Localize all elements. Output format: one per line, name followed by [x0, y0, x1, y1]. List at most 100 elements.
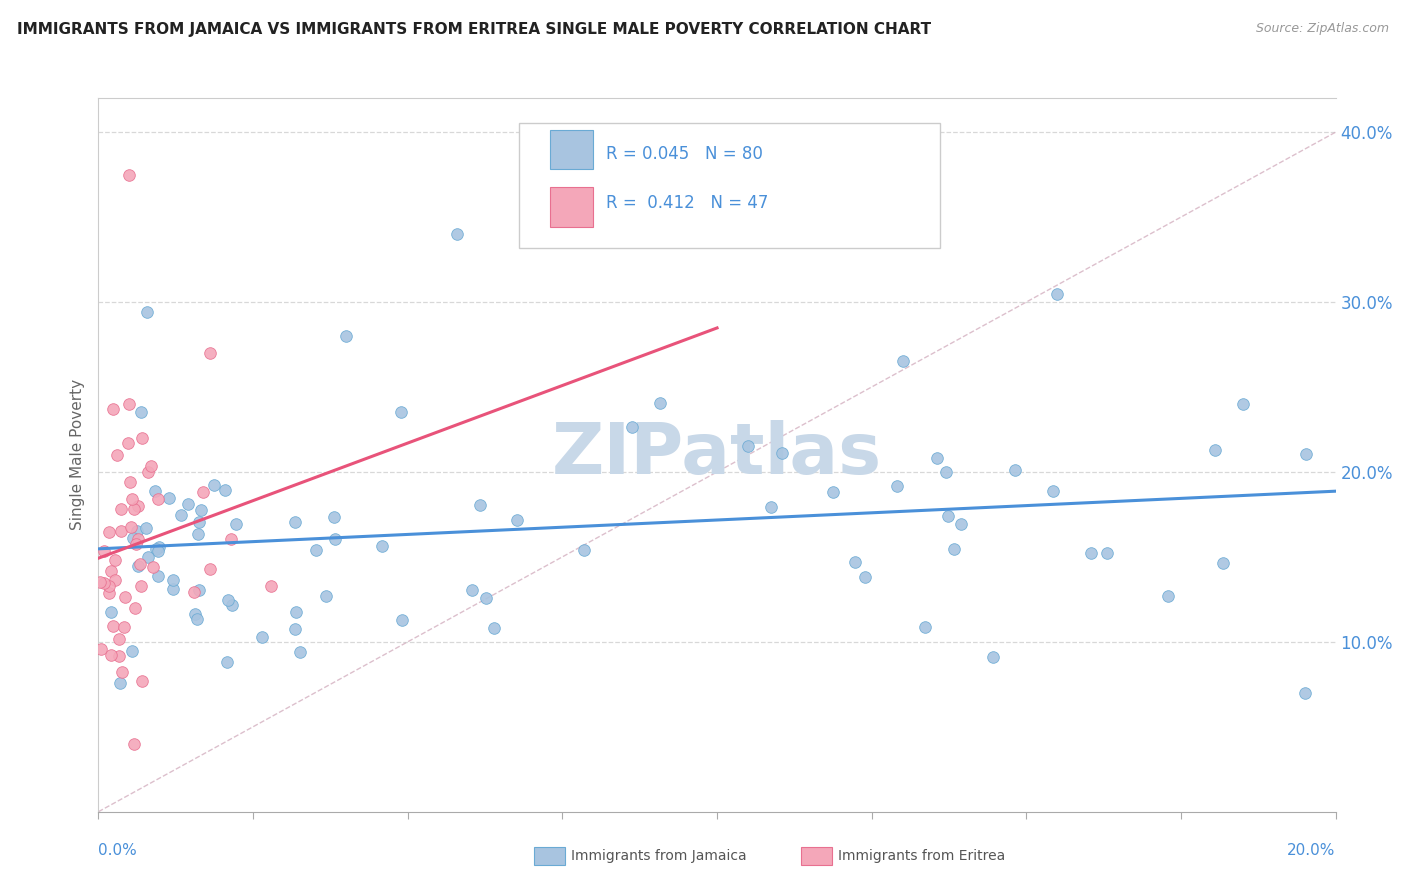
Point	[506, 512, 529, 526]
Point	[183, 585, 205, 599]
Text: Source: ZipAtlas.com: Source: ZipAtlas.com	[1256, 22, 1389, 36]
Point	[121, 491, 143, 506]
Point	[949, 517, 972, 532]
Point	[118, 397, 141, 411]
Point	[105, 448, 128, 462]
Point	[89, 575, 111, 590]
Point	[120, 475, 142, 490]
Point	[187, 527, 209, 541]
Point	[127, 532, 149, 546]
Point	[371, 539, 394, 553]
Point	[98, 579, 121, 593]
Point	[574, 543, 596, 558]
Point	[461, 583, 484, 598]
Point	[120, 520, 142, 534]
Point	[145, 542, 167, 557]
Point	[146, 569, 169, 583]
Point	[914, 620, 936, 634]
Point	[1042, 483, 1064, 498]
Point	[219, 532, 242, 546]
Point	[335, 329, 357, 343]
Point	[122, 532, 145, 546]
Point	[217, 592, 239, 607]
Point	[125, 537, 148, 551]
Point	[323, 533, 346, 547]
Point	[823, 484, 845, 499]
Point	[198, 562, 221, 576]
Point	[188, 515, 211, 529]
Point	[129, 405, 152, 419]
Point	[104, 573, 127, 587]
Point	[853, 570, 876, 584]
Point	[290, 645, 312, 659]
Point	[891, 354, 914, 368]
Point	[170, 508, 193, 523]
Point	[844, 556, 866, 570]
Point	[1046, 286, 1069, 301]
Point	[143, 483, 166, 498]
FancyBboxPatch shape	[519, 123, 939, 248]
Point	[648, 396, 671, 410]
Point	[1095, 546, 1118, 560]
Point	[117, 435, 139, 450]
Point	[148, 540, 170, 554]
Point	[112, 620, 135, 634]
Point	[108, 649, 131, 664]
Point	[100, 648, 122, 663]
Point	[214, 483, 236, 497]
Point	[1295, 447, 1317, 461]
Point	[131, 674, 153, 689]
Point	[468, 498, 491, 512]
Point	[1205, 443, 1227, 458]
Point	[157, 491, 180, 506]
Point	[124, 501, 146, 516]
Text: 0.0%: 0.0%	[98, 843, 138, 858]
Point	[100, 605, 122, 619]
Point	[391, 613, 413, 627]
Point	[186, 612, 208, 626]
Point	[148, 543, 170, 558]
Point	[111, 665, 134, 680]
Point	[103, 619, 125, 633]
Point	[1004, 463, 1026, 477]
Point	[100, 564, 122, 578]
Text: ZIPatlas: ZIPatlas	[553, 420, 882, 490]
Point	[925, 451, 948, 466]
Text: IMMIGRANTS FROM JAMAICA VS IMMIGRANTS FROM ERITREA SINGLE MALE POVERTY CORRELATI: IMMIGRANTS FROM JAMAICA VS IMMIGRANTS FR…	[17, 22, 931, 37]
Point	[162, 582, 184, 596]
Point	[127, 559, 149, 574]
Point	[482, 621, 505, 635]
Point	[202, 478, 225, 492]
Point	[190, 502, 212, 516]
Point	[1080, 545, 1102, 559]
Point	[129, 557, 152, 571]
Point	[108, 632, 131, 647]
Point	[770, 446, 793, 460]
Point	[936, 508, 959, 523]
Y-axis label: Single Male Poverty: Single Male Poverty	[70, 379, 86, 531]
Point	[114, 590, 136, 604]
Point	[101, 401, 124, 416]
Point	[759, 500, 782, 514]
Point	[1157, 590, 1180, 604]
Point	[1212, 556, 1234, 570]
Point	[122, 737, 145, 751]
Point	[136, 550, 159, 565]
Point	[97, 586, 120, 600]
Point	[943, 542, 966, 557]
Point	[221, 598, 243, 612]
Bar	[550, 130, 593, 169]
Point	[162, 573, 184, 587]
Bar	[550, 187, 593, 227]
Point	[127, 499, 149, 513]
Point	[121, 643, 143, 657]
Point	[131, 431, 153, 445]
Point	[475, 591, 498, 606]
Text: Immigrants from Jamaica: Immigrants from Jamaica	[571, 849, 747, 863]
Point	[142, 560, 165, 574]
Point	[305, 542, 328, 557]
Point	[284, 515, 307, 529]
Point	[1232, 397, 1254, 411]
Point	[135, 305, 157, 319]
Point	[187, 583, 209, 598]
